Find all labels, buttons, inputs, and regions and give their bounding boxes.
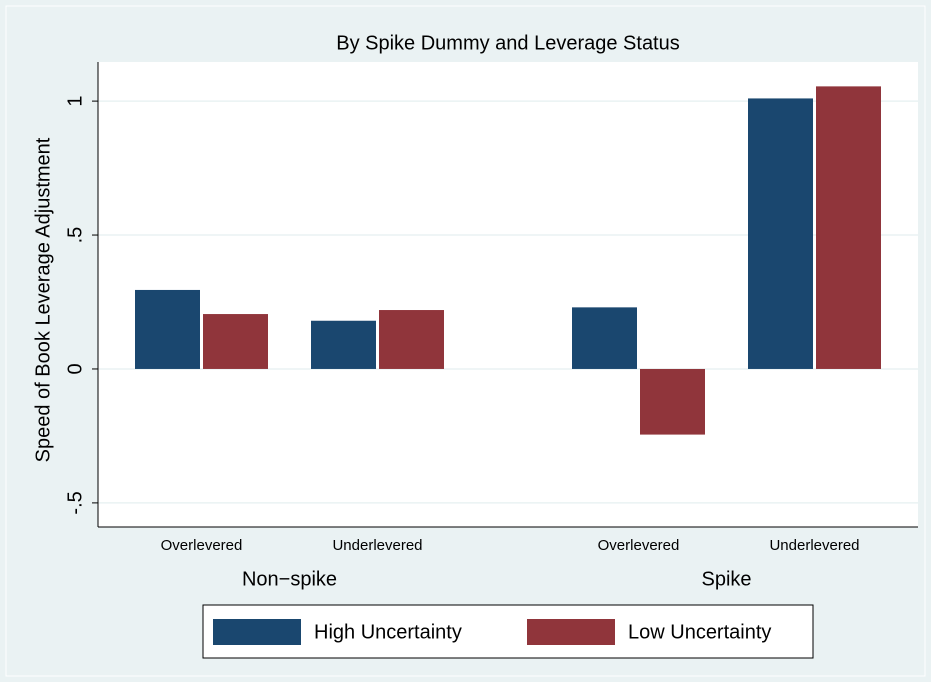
bar bbox=[748, 98, 813, 369]
group-label: Non−spike bbox=[242, 568, 337, 590]
chart-title: By Spike Dummy and Leverage Status bbox=[336, 32, 680, 54]
bar bbox=[640, 368, 705, 435]
y-tick-label: .5 bbox=[64, 227, 86, 244]
bar bbox=[311, 320, 376, 369]
legend-swatch bbox=[213, 619, 301, 645]
legend-label: High Uncertainty bbox=[314, 621, 462, 643]
y-tick-label: 1 bbox=[64, 96, 86, 107]
legend-swatch bbox=[527, 619, 615, 645]
y-axis-title: Speed of Book Leverage Adjustment bbox=[32, 137, 54, 462]
bar bbox=[203, 314, 268, 369]
legend-box bbox=[202, 604, 814, 659]
x-tick-label: Underlevered bbox=[769, 537, 859, 554]
legend-label: Low Uncertainty bbox=[628, 621, 771, 643]
x-tick-label: Underlevered bbox=[332, 537, 422, 554]
bar bbox=[572, 307, 637, 369]
bar bbox=[379, 310, 444, 369]
x-tick-label: Overlevered bbox=[161, 537, 243, 554]
y-tick-label: 0 bbox=[64, 363, 86, 374]
bar bbox=[816, 86, 881, 369]
group-label: Spike bbox=[701, 568, 751, 590]
x-tick-label: Overlevered bbox=[598, 537, 680, 554]
y-tick-label: -.5 bbox=[64, 491, 86, 514]
bar bbox=[135, 289, 200, 369]
